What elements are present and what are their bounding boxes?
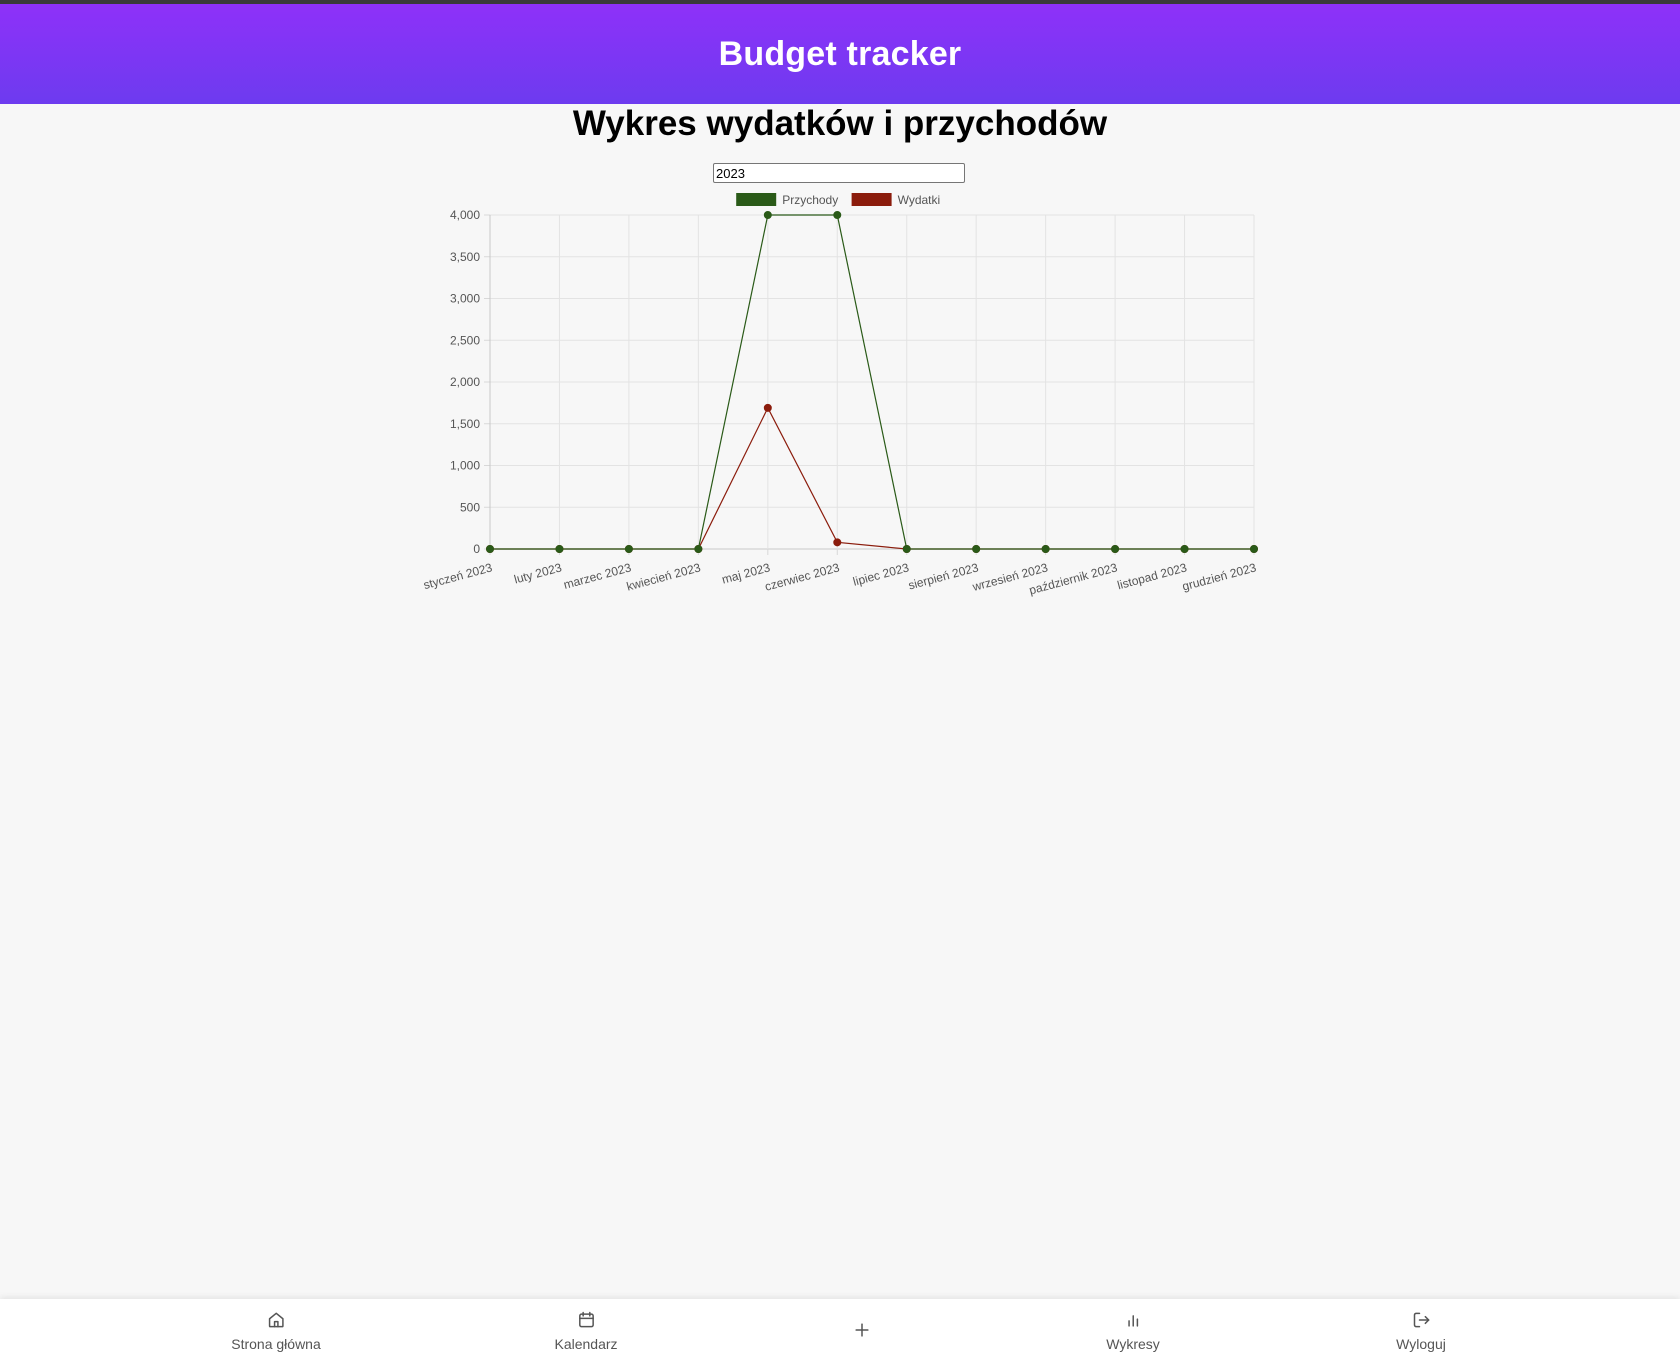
x-tick-label: marzec 2023	[562, 560, 633, 592]
bottom-nav: Strona główna Kalendarz Wykresy Wyloguj	[0, 1299, 1680, 1361]
plus-icon	[855, 1323, 869, 1337]
y-tick-label: 1,000	[450, 459, 480, 473]
data-point-0	[902, 545, 911, 553]
line-chart: 0 500 1,000 1,500 2,000 2,500 3,000 3,500 4,000 s…	[422, 193, 1258, 597]
x-tick-label: czerwiec 2023	[763, 560, 841, 593]
data-point-1	[833, 538, 842, 547]
data-point-0	[972, 545, 981, 553]
data-point-0	[1180, 545, 1189, 553]
year-input[interactable]	[713, 163, 965, 183]
nav-item-logout[interactable]: Wyloguj	[1396, 1299, 1446, 1361]
bar-chart-icon	[1128, 1315, 1138, 1327]
data-point-0	[1111, 545, 1120, 553]
data-point-0	[1041, 545, 1050, 553]
nav-item-calendar[interactable]: Kalendarz	[554, 1299, 618, 1361]
page-title: Wykres wydatków i przychodów	[572, 104, 1108, 143]
y-tick-label: 4,000	[450, 208, 480, 222]
y-tick-label: 3,000	[450, 292, 480, 306]
x-tick-label: lipiec 2023	[851, 560, 910, 588]
x-tick-label: listopad 2023	[1116, 560, 1189, 592]
data-point-0	[694, 545, 703, 553]
legend-swatch	[736, 193, 777, 206]
data-point-0	[486, 545, 494, 553]
add-button[interactable]	[852, 1299, 872, 1361]
data-point-0	[555, 545, 564, 553]
y-tick-label: 1,500	[450, 417, 480, 431]
app-header: Budget tracker	[0, 4, 1680, 104]
nav-label-calendar: Kalendarz	[554, 1336, 618, 1352]
legend-label: Przychody	[782, 193, 838, 207]
nav-label-charts: Wykresy	[1106, 1336, 1160, 1352]
y-tick-label: 500	[460, 500, 480, 514]
legend-swatch	[851, 193, 892, 206]
window-top-strip	[0, 0, 1680, 4]
nav-label-logout: Wyloguj	[1396, 1336, 1446, 1352]
app-title: Budget tracker	[718, 34, 962, 73]
y-tick-label: 0	[473, 542, 480, 556]
nav-item-home[interactable]: Strona główna	[231, 1299, 321, 1361]
calendar-icon	[578, 1311, 594, 1328]
y-tick-label: 3,500	[450, 250, 480, 264]
nav-item-charts[interactable]: Wykresy	[1106, 1299, 1160, 1361]
x-tick-label: sierpień 2023	[907, 560, 981, 592]
x-tick-label: kwiecień 2023	[625, 560, 702, 593]
series-line-1	[490, 406, 1254, 550]
y-tick-label: 2,500	[450, 333, 480, 347]
data-point-0	[763, 211, 772, 219]
nav-label-home: Strona główna	[231, 1336, 321, 1352]
x-tick-label: luty 2023	[513, 560, 564, 586]
data-point-0	[1250, 545, 1258, 553]
data-point-1	[763, 403, 772, 412]
series-line-0	[490, 214, 1254, 550]
x-tick-label: grudzień 2023	[1181, 560, 1258, 593]
y-tick-label: 2,000	[450, 375, 480, 389]
data-point-0	[833, 211, 842, 219]
home-icon	[268, 1312, 284, 1328]
logout-icon	[1413, 1312, 1430, 1328]
x-tick-label: styczeń 2023	[422, 560, 494, 592]
data-point-0	[624, 545, 633, 553]
legend-label: Wydatki	[898, 193, 941, 207]
